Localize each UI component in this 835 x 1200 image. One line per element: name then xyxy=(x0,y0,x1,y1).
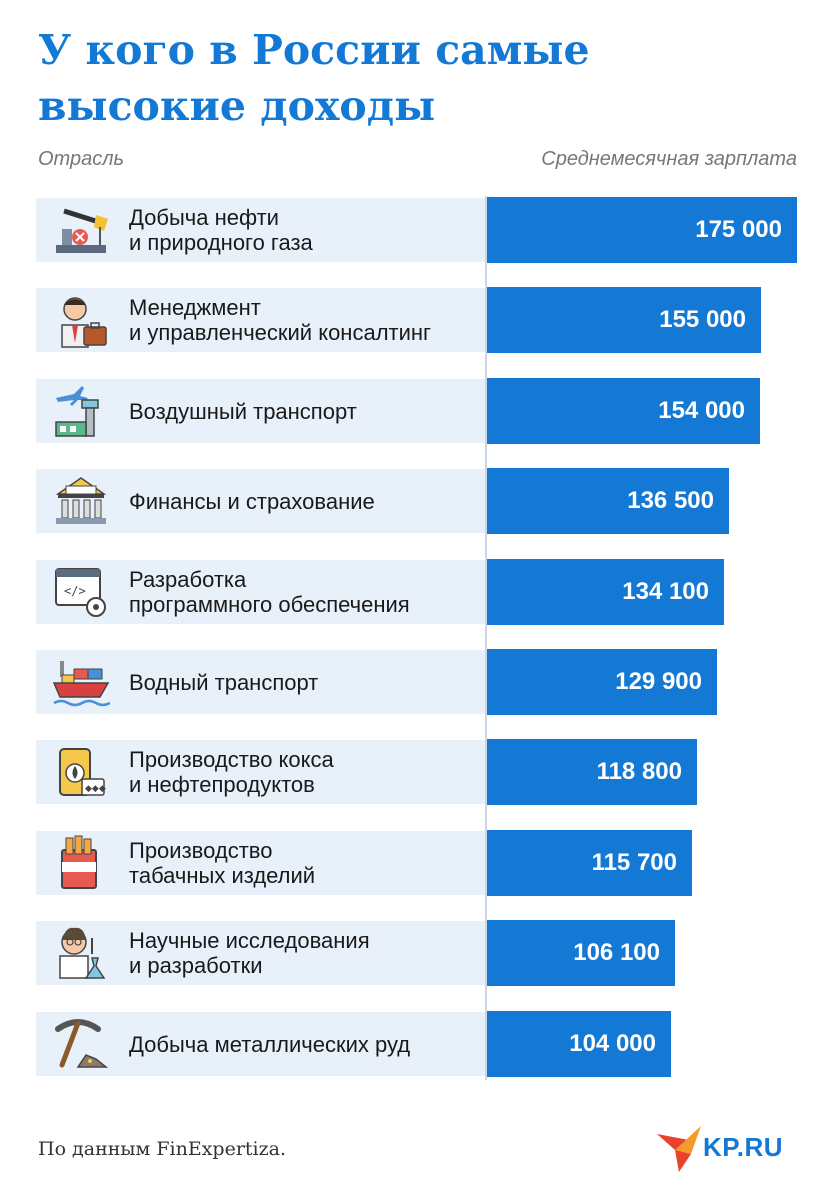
bar-value-label: 104 000 xyxy=(569,1030,656,1057)
manager-icon xyxy=(52,291,110,349)
bar-value-label: 175 000 xyxy=(695,216,782,243)
kp-logo[interactable]: KP.RU xyxy=(655,1120,805,1176)
bar-value-label: 155 000 xyxy=(659,306,746,333)
category-label: Разработка программного обеспечения xyxy=(129,567,410,617)
bar xyxy=(486,287,761,353)
cargo-ship-icon xyxy=(52,653,111,711)
bar-value-label: 129 900 xyxy=(615,668,702,695)
category-label: Финансы и страхование xyxy=(129,488,375,514)
scientist-icon xyxy=(52,924,110,982)
category-label: Добыча металлических руд xyxy=(129,1031,411,1057)
bar xyxy=(486,197,797,263)
bar xyxy=(486,739,697,805)
row-background xyxy=(36,288,486,352)
bank-icon xyxy=(52,472,110,530)
source-note: По данным FinExpertiza. xyxy=(38,1138,287,1160)
cigarette-pack-icon xyxy=(52,834,110,892)
row-background xyxy=(36,469,486,533)
row-background xyxy=(36,921,486,985)
column-header-salary: Среднемесячная зарплата xyxy=(541,148,797,170)
kp-logo-text: KP.RU xyxy=(703,1132,784,1162)
pickaxe-icon xyxy=(52,1015,110,1073)
row-background xyxy=(36,560,486,624)
page-title: У кого в России самые высокие доходы xyxy=(38,26,590,130)
row-background xyxy=(36,379,486,443)
bar xyxy=(486,830,692,896)
bar-value-label: 136 500 xyxy=(627,487,714,514)
column-header-industry: Отрасль xyxy=(38,148,125,170)
category-label: Воздушный транспорт xyxy=(129,398,357,424)
bar-chart: Добыча нефти и природного газа 175 000 Мен… xyxy=(36,196,797,1080)
bar xyxy=(486,559,724,625)
bar-value-label: 118 800 xyxy=(596,758,682,785)
category-label: Производство табачных изделий xyxy=(129,838,316,888)
bar xyxy=(486,378,760,444)
category-label: Водный транспорт xyxy=(129,669,319,695)
bar-value-label: 115 700 xyxy=(591,849,677,876)
row-background xyxy=(36,650,486,714)
airport-icon xyxy=(52,382,110,440)
category-label: Производство кокса и нефтепродуктов xyxy=(129,747,334,797)
axis-baseline xyxy=(485,196,487,1080)
bar-value-label: 134 100 xyxy=(622,578,709,605)
svg-text:</>: </> xyxy=(64,584,86,598)
category-label: Научные исследования и разработки xyxy=(129,928,370,978)
kp-bird-icon xyxy=(657,1126,701,1172)
bar-value-label: 106 100 xyxy=(573,939,660,966)
row-background xyxy=(36,831,486,895)
bar xyxy=(486,649,717,715)
code-settings-icon: </> xyxy=(52,563,110,621)
oil-barrel-icon: ◆◆◆ xyxy=(52,743,110,801)
bar xyxy=(486,1011,671,1077)
category-label: Менеджмент и управленческий консалтинг xyxy=(129,295,432,345)
bar xyxy=(486,920,675,986)
svg-text:◆◆◆: ◆◆◆ xyxy=(85,784,106,794)
bar-value-label: 154 000 xyxy=(658,397,745,424)
row-background xyxy=(36,1012,486,1076)
category-label: Добыча нефти и природного газа xyxy=(129,205,313,255)
row-background xyxy=(36,740,486,804)
bar xyxy=(486,468,729,534)
row-background xyxy=(36,198,486,262)
oil-pump-icon xyxy=(52,201,110,259)
